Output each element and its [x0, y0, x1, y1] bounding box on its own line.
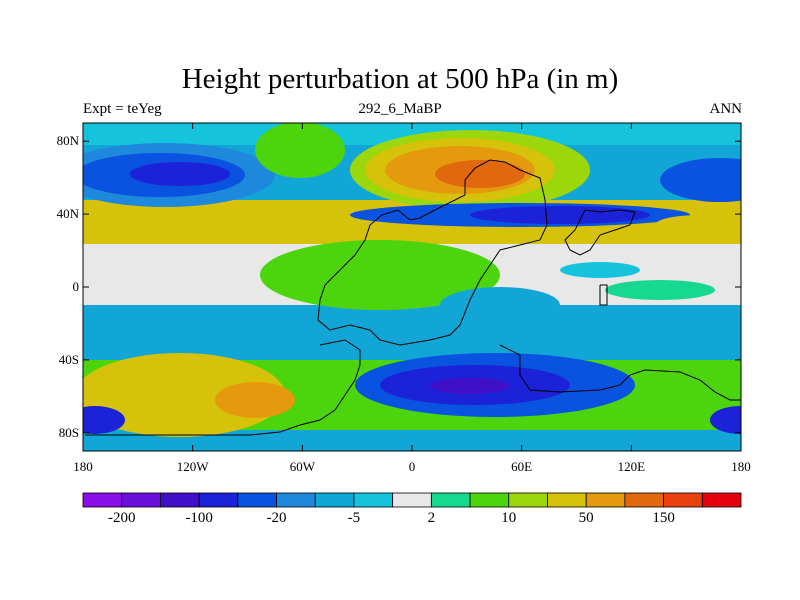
- colorbar-swatch: [392, 492, 432, 508]
- lon-tick-label: 60E: [511, 459, 533, 474]
- blob-wpac-ridge: [655, 215, 741, 235]
- colorbar-label: -20: [266, 510, 287, 526]
- blob-spac-outer: [83, 353, 285, 437]
- colorbar-label: -5: [347, 510, 361, 526]
- colorbar-swatch: [508, 492, 548, 508]
- colorbar-label: 10: [501, 510, 517, 526]
- blob-epac-ridge: [255, 123, 345, 178]
- colorbar-swatch: [276, 492, 316, 508]
- colorbar-swatch: [430, 492, 471, 508]
- colorbar: [82, 492, 742, 508]
- colorbar-swatch: [121, 492, 161, 508]
- blob-antarctic-west: [83, 406, 125, 434]
- lon-tick-label: 60W: [289, 459, 315, 474]
- coastline-south-america-antarctica: [85, 339, 361, 436]
- lat-tick-label: 40N: [56, 206, 79, 222]
- colorbar-label: -100: [185, 510, 213, 526]
- season-label: ANN: [709, 101, 743, 117]
- colorbar-swatch: [160, 492, 200, 508]
- experiment-label: Expt = teYeg: [83, 101, 162, 117]
- colorbar-swatch: [585, 492, 626, 508]
- blob-indian-low: [440, 287, 560, 323]
- colorbar-swatch: [469, 492, 510, 508]
- colorbar-label: 150: [652, 510, 675, 526]
- axis-ticks: [82, 123, 742, 451]
- lat-tick-label: 0: [72, 279, 80, 294]
- colorbar-swatch: [701, 492, 742, 508]
- blob-antarctic-east: [710, 406, 741, 434]
- coastline-americas-africa: [317, 159, 548, 346]
- lon-tick-label: 180: [731, 459, 751, 474]
- blob-europe-peak: [435, 160, 525, 188]
- lat-tick-label: 80N: [56, 133, 79, 149]
- anomaly-blobs: [83, 123, 741, 437]
- colorbar-swatch: [663, 492, 703, 508]
- lon-tick-label: 180: [73, 459, 93, 474]
- colorbar-swatch: [547, 492, 587, 508]
- blob-maritime: [560, 262, 640, 278]
- colorbar-swatch: [353, 492, 394, 508]
- blob-tropic-green: [260, 240, 500, 310]
- run-label: 292_6_MaBP: [358, 101, 442, 117]
- blob-spac-core: [215, 382, 295, 418]
- colorbar-swatch: [82, 492, 123, 508]
- blob-npac-core: [130, 162, 230, 186]
- chart-title: Height perturbation at 500 hPa (in m): [181, 63, 619, 95]
- lon-tick-label: 0: [408, 459, 416, 474]
- colorbar-label: 2: [427, 510, 436, 526]
- blob-sio-core: [430, 378, 510, 394]
- colorbar-swatch: [314, 492, 355, 508]
- blob-asia-core: [470, 206, 650, 224]
- coastlines: [85, 159, 741, 436]
- blob-wpac-tropic: [605, 280, 715, 300]
- lat-tick-label: 80S: [58, 424, 79, 440]
- colorbar-swatch: [198, 492, 239, 508]
- colorbar-swatch: [237, 492, 277, 508]
- colorbar-label: -200: [107, 510, 136, 526]
- colorbar-label: 50: [578, 510, 594, 526]
- coastline-australia-antarctica: [499, 344, 741, 401]
- band-arctic: [83, 123, 741, 145]
- band-south-subtropic: [83, 305, 741, 360]
- lat-tick-label: 40S: [58, 351, 79, 367]
- blob-nwpac-low: [660, 158, 741, 202]
- lon-tick-label: 120W: [176, 459, 209, 474]
- coastline-asia-east: [564, 209, 636, 256]
- coastline-island: [599, 284, 608, 306]
- colorbar-swatch: [624, 492, 664, 508]
- map-field: [83, 123, 741, 451]
- lon-tick-label: 120E: [617, 459, 646, 474]
